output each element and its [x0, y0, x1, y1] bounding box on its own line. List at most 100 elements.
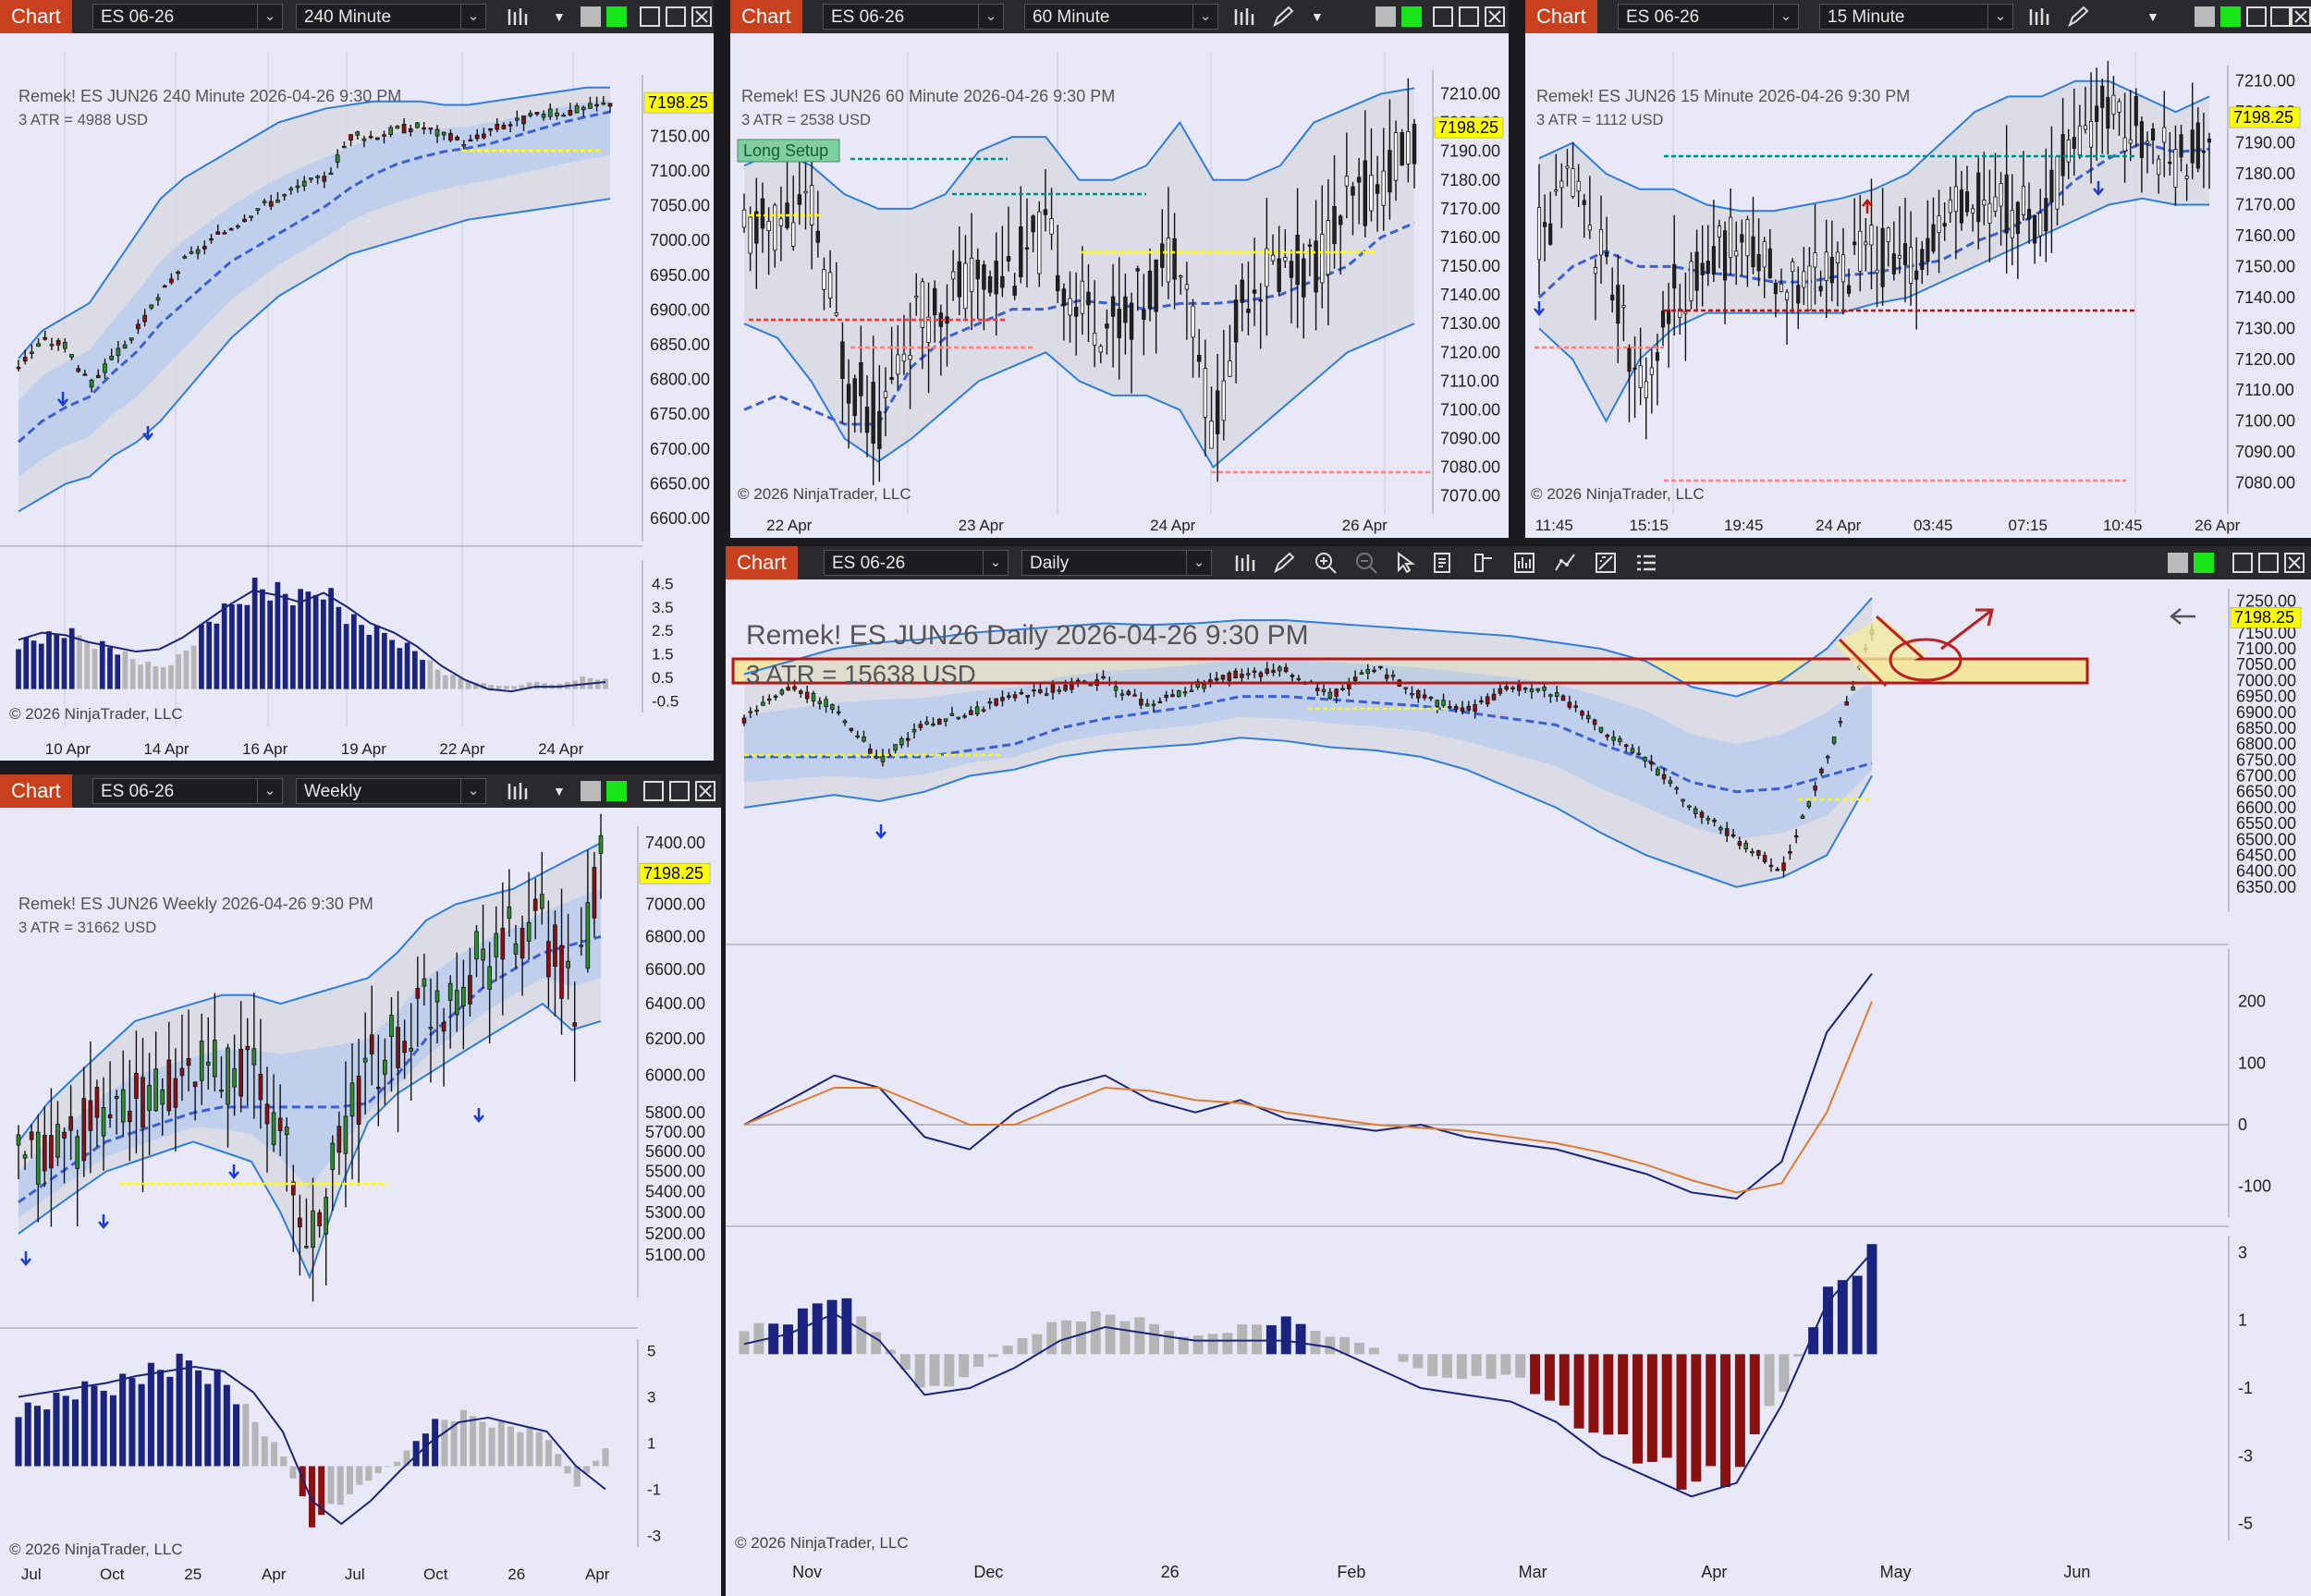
chevron-down-icon[interactable]: ⌄ — [257, 779, 282, 803]
instrument-selector[interactable]: ES 06-26 ⌄ — [824, 550, 1009, 576]
y-tick-label: 7110.00 — [2235, 381, 2294, 399]
link-button-green[interactable] — [606, 6, 627, 27]
cursor-icon[interactable] — [1395, 552, 1415, 574]
bar-chart-icon[interactable] — [2026, 6, 2050, 27]
templates-icon[interactable] — [1473, 552, 1495, 574]
bar-chart-icon[interactable] — [505, 6, 529, 27]
candle-body — [1110, 296, 1116, 317]
chevron-down-icon[interactable]: ▼ — [2146, 9, 2159, 24]
oscillator-line — [18, 1365, 606, 1526]
instrument-selector[interactable]: ES 06-26 ⌄ — [823, 4, 1004, 30]
chevron-down-icon[interactable]: ▼ — [1311, 9, 1324, 24]
link-button-gray[interactable] — [1376, 6, 1396, 27]
chevron-down-icon[interactable]: ⌄ — [1186, 551, 1211, 575]
candle-body — [994, 698, 998, 706]
close-icon[interactable] — [2291, 6, 2311, 27]
plot-area[interactable]: 7150.00 7100.00 7050.00 7000.00 6950.00 6900.… — [0, 33, 714, 761]
zoom-out-icon[interactable] — [1354, 551, 1378, 575]
chevron-down-icon[interactable]: ⌄ — [1987, 5, 2012, 29]
close-icon[interactable] — [1485, 6, 1505, 27]
chevron-down-icon[interactable]: ⌄ — [460, 5, 485, 29]
minimize-button[interactable] — [643, 781, 664, 801]
histogram-bar — [157, 1370, 165, 1467]
instrument-selector[interactable]: ES 06-26 ⌄ — [1618, 4, 1799, 30]
chevron-down-icon[interactable]: ▼ — [553, 784, 566, 798]
interval-selector[interactable]: Daily ⌄ — [1021, 550, 1212, 576]
support-zone-border — [731, 657, 2089, 685]
minimize-button[interactable] — [2232, 553, 2253, 573]
candle-body — [1694, 251, 1699, 291]
chevron-down-icon[interactable]: ⌄ — [460, 779, 485, 803]
close-icon[interactable] — [695, 781, 715, 801]
chevron-down-icon[interactable]: ⌄ — [1773, 5, 1798, 29]
chart-menu-button[interactable]: Chart — [0, 774, 72, 808]
window-toolbar: Chart ES 06-26 ⌄ Weekly ⌄ ▼ — [0, 774, 721, 808]
link-button-green[interactable] — [2194, 553, 2214, 573]
list-icon[interactable] — [1635, 552, 1657, 574]
chart-menu-button[interactable]: Chart — [730, 0, 802, 33]
plot-area[interactable]: 7210.007200.007190.007180.007170.007160.… — [1525, 33, 2311, 538]
interval-selector[interactable]: 60 Minute ⌄ — [1024, 4, 1218, 30]
bar-chart-icon[interactable] — [1232, 553, 1256, 573]
indicators-icon[interactable] — [1554, 552, 1576, 574]
interval-selector[interactable]: 240 Minute ⌄ — [296, 4, 486, 30]
chevron-down-icon[interactable]: ⌄ — [978, 5, 1003, 29]
histogram-bar — [365, 1466, 373, 1481]
maximize-button[interactable] — [666, 6, 686, 27]
close-icon[interactable] — [2284, 553, 2305, 573]
candle-body — [1802, 271, 1806, 288]
plot-area[interactable]: 7400.00 7000.00 6800.00 6600.00 6400.00 6200.… — [0, 808, 721, 1596]
minimize-button[interactable] — [640, 6, 660, 27]
plot-area[interactable]: 7210.007200.007190.007180.007170.007160.… — [730, 33, 1509, 538]
minimize-button[interactable] — [1433, 6, 1453, 27]
instrument-selector[interactable]: ES 06-26 ⌄ — [92, 4, 283, 30]
histogram-bar — [1295, 1323, 1306, 1355]
histogram-bar — [251, 578, 258, 689]
link-button-gray[interactable] — [581, 781, 601, 801]
candle-body — [348, 134, 353, 141]
zoom-in-icon[interactable] — [1314, 551, 1338, 575]
link-button-green[interactable] — [1401, 6, 1422, 27]
data-box-icon[interactable] — [1432, 552, 1454, 574]
chevron-down-icon[interactable]: ▼ — [553, 9, 566, 24]
maximize-button[interactable] — [1459, 6, 1479, 27]
histogram-bar — [441, 1419, 448, 1467]
pencil-icon[interactable] — [1273, 552, 1297, 574]
link-button-green[interactable] — [606, 781, 627, 801]
link-button-green[interactable] — [2220, 6, 2241, 27]
interval-selector[interactable]: 15 Minute ⌄ — [1819, 4, 2013, 30]
candle-body — [880, 755, 886, 762]
candle-body — [1209, 420, 1214, 449]
link-button-gray[interactable] — [581, 6, 601, 27]
pencil-icon[interactable] — [1272, 6, 1296, 28]
histogram-bar — [411, 651, 418, 689]
chart-menu-button[interactable]: Chart — [726, 546, 798, 579]
bar-chart-icon[interactable] — [1231, 6, 1255, 27]
drawing-tools-icon[interactable] — [1595, 552, 1617, 574]
candle-body — [147, 1085, 152, 1112]
chevron-down-icon[interactable]: ⌄ — [1192, 5, 1217, 29]
interval-selector[interactable]: Weekly ⌄ — [296, 778, 486, 804]
maximize-button[interactable] — [669, 781, 690, 801]
last-price-label: 7198.25 — [2233, 108, 2293, 127]
candle-body — [1835, 251, 1840, 263]
maximize-button[interactable] — [2270, 6, 2291, 27]
pencil-icon[interactable] — [2067, 6, 2091, 28]
candle-body — [1182, 691, 1188, 694]
chart-menu-button[interactable]: Chart — [1525, 0, 1597, 33]
chevron-down-icon[interactable]: ⌄ — [983, 551, 1008, 575]
chevron-down-icon[interactable]: ⌄ — [257, 5, 282, 29]
y-tick-label: 6750.00 — [2236, 750, 2296, 769]
close-icon[interactable] — [691, 6, 712, 27]
candle-body — [1660, 310, 1666, 328]
strategy-icon[interactable] — [1513, 552, 1535, 574]
link-button-gray[interactable] — [2168, 553, 2188, 573]
instrument-selector[interactable]: ES 06-26 ⌄ — [92, 778, 283, 804]
maximize-button[interactable] — [2258, 553, 2279, 573]
minimize-button[interactable] — [2246, 6, 2267, 27]
link-button-gray[interactable] — [2195, 6, 2215, 27]
candle-body — [534, 112, 540, 115]
chart-menu-button[interactable]: Chart — [0, 0, 72, 33]
plot-area[interactable]: 7250.00 7150.007100.007050.007000.006950.… — [726, 579, 2311, 1596]
bar-chart-icon[interactable] — [505, 781, 529, 801]
